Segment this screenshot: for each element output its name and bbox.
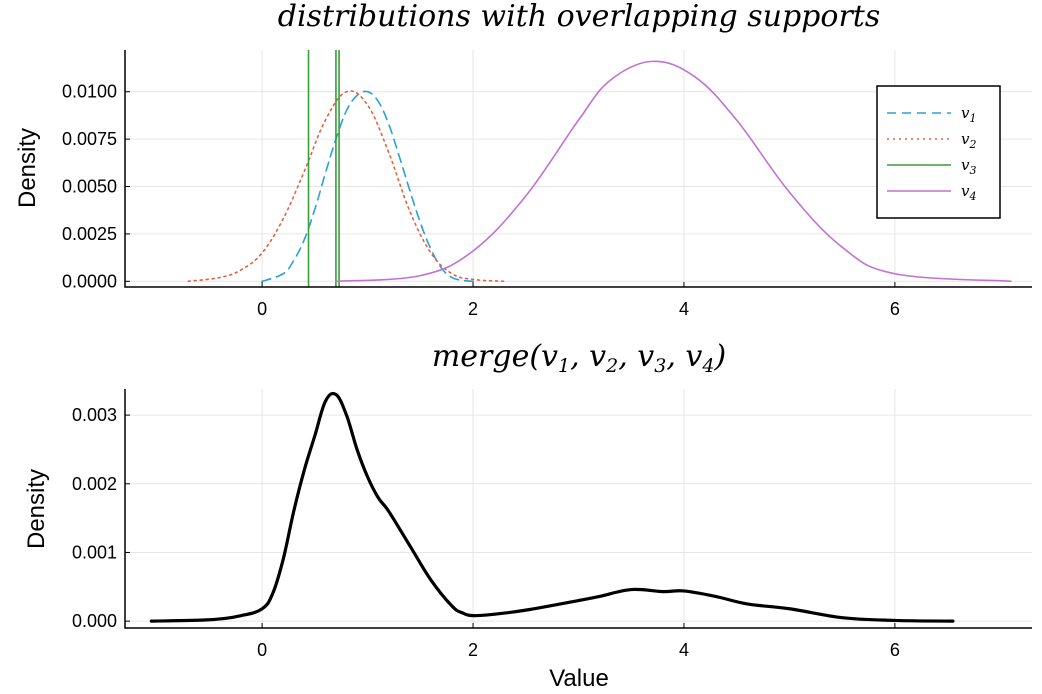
y-tick-label: 0.002 (72, 474, 117, 494)
bottom-axes-frame (124, 389, 1032, 629)
legend-box (876, 85, 1001, 219)
y-tick-label: 0.0075 (62, 129, 117, 149)
top-panel: distributions with overlapping supports … (14, 0, 1032, 319)
legend-label-v2: v2 (961, 130, 976, 151)
bottom-grid (125, 389, 1032, 628)
x-tick-label: 6 (890, 640, 900, 660)
x-tick-label: 4 (679, 640, 689, 660)
x-tick-label: 0 (257, 299, 267, 319)
y-tick-label: 0.000 (72, 611, 117, 631)
top-ylabel: Density (14, 128, 41, 208)
y-tick-label: 0.0025 (62, 224, 117, 244)
bottom-series (149, 391, 955, 623)
legend: v1 v2 v3 v4 (876, 85, 1001, 219)
top-ticks: 0 2 4 6 0.0000 0.0025 0.0050 0.0075 0.0100 (62, 82, 900, 319)
top-title: distributions with overlapping supports (278, 0, 881, 34)
series-v2-curve (187, 90, 506, 283)
y-tick-label: 0.0050 (62, 177, 117, 197)
legend-label-v3: v3 (961, 156, 976, 177)
y-tick-label: 0.0100 (62, 82, 117, 102)
bottom-ticks: 0 2 4 6 0.000 0.001 0.002 0.003 (72, 405, 900, 660)
series-series-0-curve (149, 391, 955, 623)
series-v1-curve (261, 90, 474, 283)
x-tick-label: 4 (679, 299, 689, 319)
top-axes-frame (124, 50, 1032, 288)
y-tick-label: 0.0000 (62, 271, 117, 291)
top-series (187, 50, 1012, 287)
series-v4-curve (335, 60, 1012, 283)
x-tick-label: 0 (257, 640, 267, 660)
bottom-panel: merge(v1, v2, v3, v4) 0 2 4 6 0.000 0.001 0.00… (23, 339, 1032, 692)
legend-label-v1: v1 (961, 104, 976, 125)
bottom-title: merge(v1, v2, v3, v4) (432, 339, 726, 377)
x-tick-label: 2 (468, 299, 478, 319)
y-tick-label: 0.001 (72, 542, 117, 562)
x-tick-label: 6 (890, 299, 900, 319)
legend-label-v4: v4 (961, 182, 976, 203)
bottom-xlabel: Value (549, 665, 609, 692)
bottom-ylabel: Density (23, 469, 50, 549)
y-tick-label: 0.003 (72, 405, 117, 425)
x-tick-label: 2 (468, 640, 478, 660)
